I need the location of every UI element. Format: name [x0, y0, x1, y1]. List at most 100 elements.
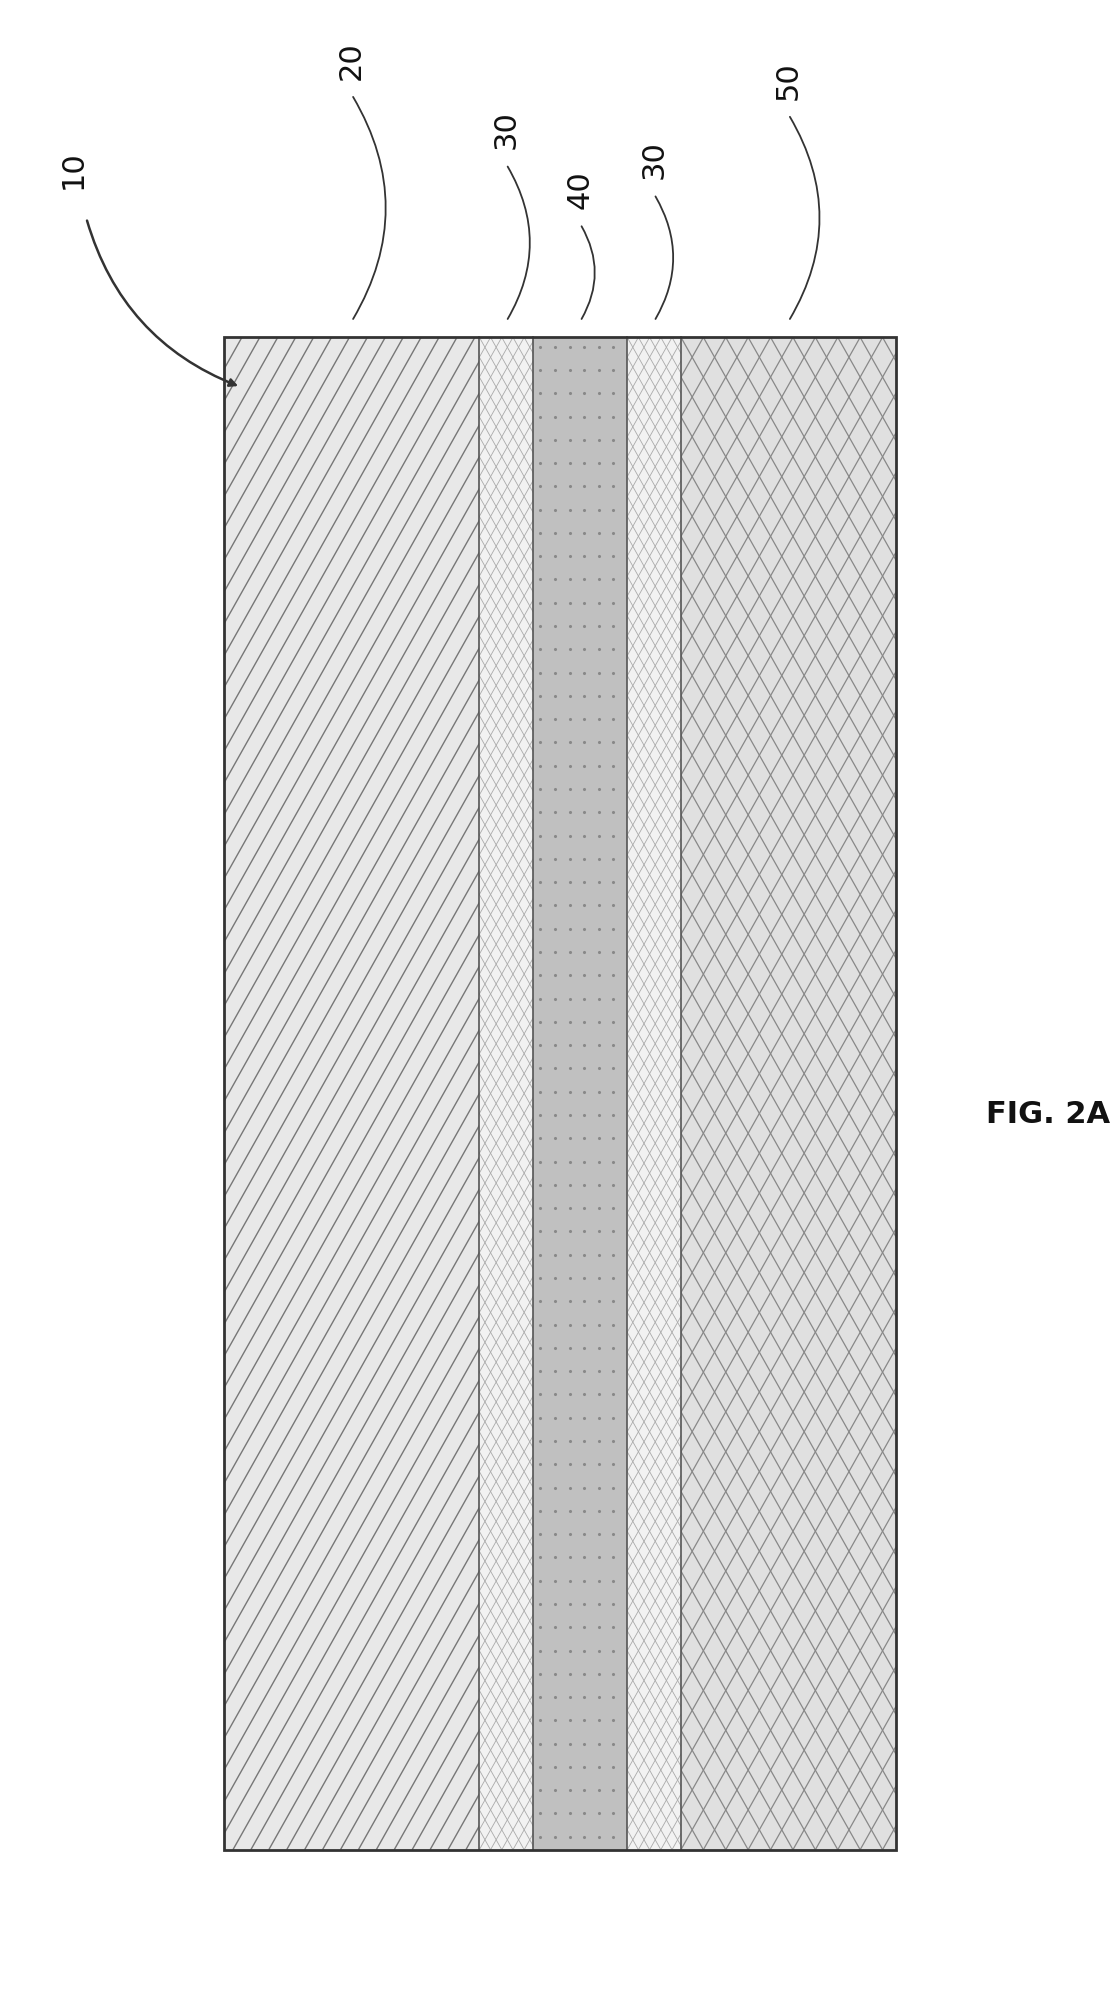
Point — [561, 1541, 579, 1573]
Point — [590, 1378, 608, 1410]
Point — [561, 332, 579, 364]
Point — [547, 750, 563, 782]
Point — [547, 843, 563, 875]
Point — [547, 1798, 563, 1830]
Point — [590, 750, 608, 782]
Point — [576, 541, 594, 573]
Point — [576, 448, 594, 479]
Point — [547, 680, 563, 712]
Point — [590, 1402, 608, 1434]
Point — [532, 937, 550, 969]
Point — [532, 495, 550, 527]
Point — [590, 1611, 608, 1643]
Point — [547, 402, 563, 434]
Point — [561, 634, 579, 666]
Point — [561, 495, 579, 527]
Point — [547, 656, 563, 688]
Point — [576, 867, 594, 899]
Point — [605, 1635, 623, 1667]
Point — [547, 1146, 563, 1177]
Point — [576, 1518, 594, 1549]
Point — [532, 1285, 550, 1317]
Point — [547, 1030, 563, 1062]
Point — [576, 1774, 594, 1806]
Point — [532, 1356, 550, 1388]
Point — [576, 1006, 594, 1038]
Point — [547, 1333, 563, 1364]
Point — [605, 1822, 623, 1854]
Point — [561, 1635, 579, 1667]
Point — [547, 819, 563, 851]
Point — [532, 402, 550, 434]
Point — [576, 634, 594, 666]
Point — [605, 819, 623, 851]
Point — [590, 1146, 608, 1177]
Point — [547, 1309, 563, 1341]
Point — [532, 1146, 550, 1177]
Point — [590, 1774, 608, 1806]
Point — [605, 611, 623, 642]
Bar — [224, 338, 479, 1850]
Point — [605, 1774, 623, 1806]
Point — [576, 728, 594, 760]
Point — [532, 1518, 550, 1549]
Point — [547, 495, 563, 527]
Point — [547, 1659, 563, 1691]
Point — [576, 1750, 594, 1782]
Point — [532, 1728, 550, 1760]
Point — [532, 704, 550, 736]
Point — [605, 798, 623, 829]
Point — [605, 1309, 623, 1341]
Point — [561, 378, 579, 410]
Point — [576, 1309, 594, 1341]
Point — [532, 1659, 550, 1691]
Point — [605, 728, 623, 760]
Point — [590, 1215, 608, 1247]
Point — [590, 1822, 608, 1854]
Point — [590, 843, 608, 875]
Point — [605, 1052, 623, 1084]
Point — [547, 867, 563, 899]
Point — [605, 587, 623, 619]
Point — [561, 1496, 579, 1528]
Point — [605, 565, 623, 597]
Point — [547, 471, 563, 503]
Point — [532, 541, 550, 573]
Point — [605, 1170, 623, 1201]
Point — [561, 354, 579, 386]
Point — [576, 354, 594, 386]
Point — [561, 819, 579, 851]
Point — [561, 1402, 579, 1434]
Point — [605, 937, 623, 969]
Point — [532, 656, 550, 688]
Point — [547, 1728, 563, 1760]
Point — [547, 1750, 563, 1782]
Point — [561, 1518, 579, 1549]
Point — [576, 471, 594, 503]
Point — [561, 891, 579, 923]
Point — [576, 1215, 594, 1247]
Point — [561, 1472, 579, 1504]
Point — [576, 378, 594, 410]
Point — [576, 819, 594, 851]
Point — [561, 1356, 579, 1388]
Point — [576, 1170, 594, 1201]
Point — [605, 1333, 623, 1364]
Point — [547, 1263, 563, 1295]
Point — [532, 867, 550, 899]
Point — [561, 1076, 579, 1108]
Point — [576, 1659, 594, 1691]
Bar — [479, 338, 533, 1850]
Point — [547, 1426, 563, 1458]
Point — [561, 1333, 579, 1364]
Text: FIG. 2A: FIG. 2A — [986, 1100, 1110, 1128]
Point — [590, 1124, 608, 1156]
Point — [547, 587, 563, 619]
Point — [547, 937, 563, 969]
Text: 10: 10 — [58, 149, 87, 189]
Point — [547, 1518, 563, 1549]
Point — [605, 1541, 623, 1573]
Point — [547, 1124, 563, 1156]
Text: 20: 20 — [337, 42, 366, 80]
Point — [590, 1170, 608, 1201]
